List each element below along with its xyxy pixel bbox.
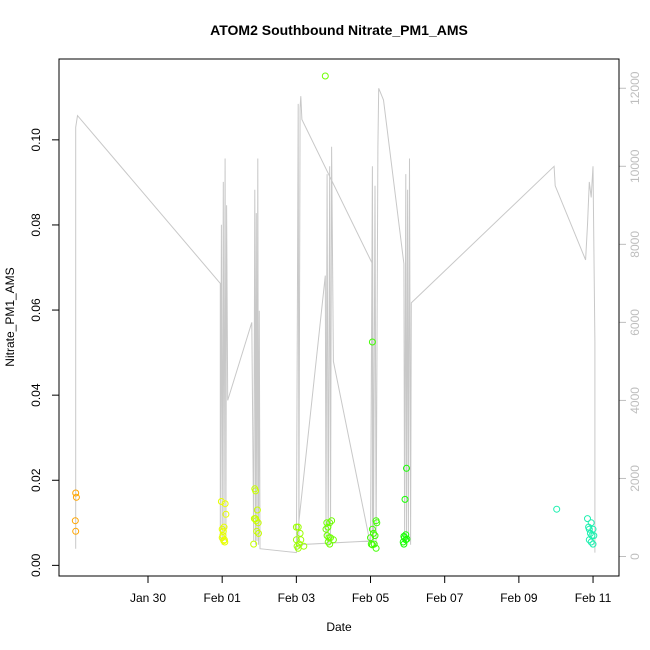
data-point <box>219 527 227 535</box>
data-point <box>253 527 261 535</box>
data-point <box>322 525 330 533</box>
data-point <box>217 498 225 505</box>
x-tick-label: Jan 30 <box>130 591 166 605</box>
points-layer <box>71 72 598 552</box>
data-point <box>368 525 376 533</box>
y2-tick-label: 10000 <box>628 149 642 183</box>
altitude-layer <box>75 88 596 554</box>
data-point <box>587 538 595 546</box>
data-point <box>324 523 332 531</box>
series-4 <box>321 72 337 548</box>
altitude-line <box>75 88 596 554</box>
data-point <box>255 529 262 537</box>
data-point <box>326 519 334 527</box>
y-tick-label: 0.08 <box>29 213 43 237</box>
data-point <box>220 523 228 531</box>
data-point <box>295 540 303 548</box>
data-point <box>72 493 80 501</box>
series-1 <box>217 498 230 546</box>
x-tick-label: Feb 01 <box>203 591 241 605</box>
data-point <box>71 517 79 525</box>
data-point <box>253 506 261 514</box>
y2-tick-label: 8000 <box>628 231 642 258</box>
data-point <box>590 532 598 540</box>
data-point <box>328 517 336 525</box>
data-point <box>72 489 80 497</box>
series-7 <box>553 505 598 548</box>
data-point <box>221 500 229 508</box>
y2-tick-label: 12000 <box>628 71 642 105</box>
y2-tick-label: 6000 <box>628 309 642 336</box>
x-tick-label: Feb 03 <box>278 591 316 605</box>
data-point <box>324 538 332 546</box>
series-2 <box>250 485 262 548</box>
data-point <box>297 536 305 544</box>
data-point <box>252 487 260 495</box>
y-tick-label: 0.06 <box>29 298 43 322</box>
data-point <box>221 538 229 546</box>
data-point <box>584 515 591 523</box>
y-axis-label: Nitrate_PM1_AMS <box>3 267 17 366</box>
x-tick-label: Feb 05 <box>352 591 390 605</box>
series-5 <box>367 338 381 552</box>
data-point <box>371 532 379 540</box>
data-point <box>222 510 230 518</box>
data-point <box>401 495 409 503</box>
series-0 <box>71 489 80 535</box>
data-point <box>294 523 302 531</box>
data-point <box>252 515 260 523</box>
y-tick-label: 0.02 <box>29 468 43 492</box>
data-point <box>373 519 381 527</box>
data-point <box>321 72 329 80</box>
x-tick-label: Feb 09 <box>500 591 538 605</box>
data-point <box>585 536 593 544</box>
data-point <box>250 540 258 548</box>
x-axis-label: Date <box>326 620 352 634</box>
data-point <box>553 505 561 513</box>
data-point <box>326 540 334 548</box>
data-point <box>585 525 593 533</box>
plot-frame <box>58 58 620 577</box>
data-point <box>403 464 410 472</box>
y2-tick-label: 0 <box>628 553 642 560</box>
data-point <box>400 540 408 548</box>
y-tick-label: 0.10 <box>29 128 43 152</box>
y-tick-label: 0.00 <box>29 553 43 577</box>
series-6 <box>399 464 411 548</box>
data-point <box>220 537 228 545</box>
data-point <box>372 544 380 552</box>
data-point <box>367 540 375 548</box>
chart-title: ATOM2 Southbound Nitrate_PM1_AMS <box>210 22 468 38</box>
data-point <box>368 338 376 346</box>
y-tick-label: 0.04 <box>29 383 43 407</box>
data-point <box>72 527 80 535</box>
y2-tick-label: 4000 <box>628 387 642 414</box>
data-point <box>589 540 597 548</box>
x-tick-label: Feb 11 <box>575 591 612 605</box>
data-point <box>300 542 308 550</box>
y2-tick-label: 2000 <box>628 465 642 492</box>
data-point <box>323 532 331 540</box>
x-tick-label: Feb 07 <box>426 591 464 605</box>
series-3 <box>292 523 308 552</box>
axes-layer: Jan 30 Feb 01 Feb 03 Feb 05 Feb 07 Feb 09 Feb … <box>29 71 642 605</box>
